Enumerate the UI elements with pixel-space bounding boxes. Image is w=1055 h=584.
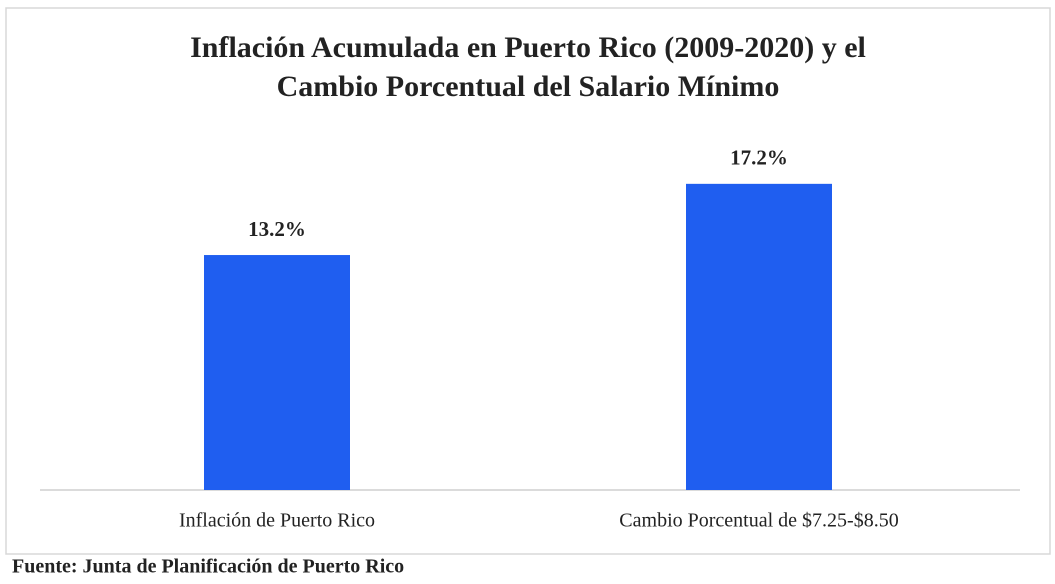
chart-frame	[5, 7, 1051, 555]
x-tick-label: Inflación de Puerto Rico	[179, 510, 375, 532]
value-label: 17.2%	[730, 146, 788, 170]
chart-title: Inflación Acumulada en Puerto Rico (2009…	[190, 31, 866, 64]
bar	[686, 183, 832, 490]
bar	[204, 255, 350, 490]
source-note: Fuente: Junta de Planificación de Puerto…	[12, 556, 404, 578]
chart-title: Cambio Porcentual del Salario Mínimo	[277, 70, 780, 103]
value-label: 13.2%	[248, 217, 306, 241]
x-tick-label: Cambio Porcentual de $7.25-$8.50	[619, 510, 898, 532]
